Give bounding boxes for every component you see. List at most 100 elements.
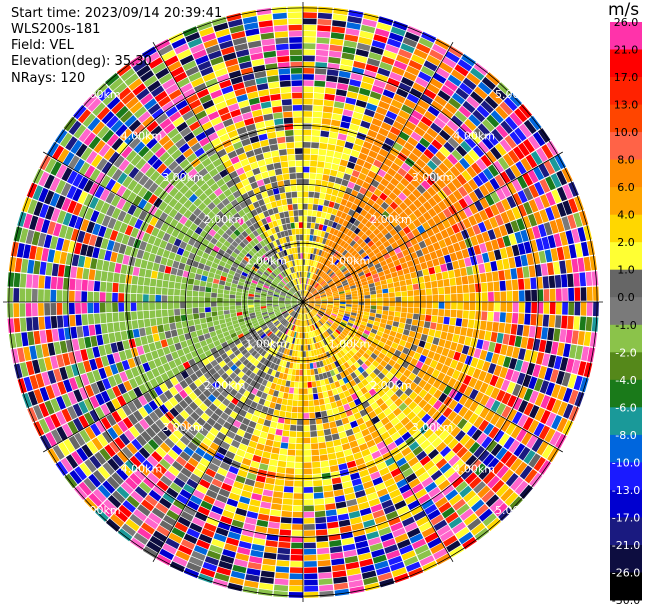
velocity-gate (462, 182, 473, 194)
velocity-gate (374, 406, 383, 416)
velocity-gate (156, 480, 169, 492)
velocity-gate (237, 469, 248, 478)
velocity-gate (316, 314, 321, 319)
velocity-gate (15, 332, 23, 348)
velocity-gate (370, 471, 381, 480)
velocity-gate (472, 109, 486, 123)
velocity-gate (155, 419, 166, 430)
velocity-gate (480, 320, 487, 331)
velocity-gate (264, 483, 274, 491)
velocity-gate (129, 378, 138, 389)
velocity-gate (462, 218, 472, 229)
velocity-gate (466, 226, 476, 238)
velocity-gate (451, 294, 457, 302)
velocity-gate (404, 421, 415, 431)
velocity-gate (53, 250, 62, 264)
velocity-gate (208, 228, 217, 237)
velocity-gate (365, 326, 372, 332)
velocity-gate (362, 18, 377, 28)
velocity-gate (517, 243, 526, 255)
velocity-gate (451, 178, 462, 189)
velocity-gate (202, 358, 210, 366)
velocity-gate (492, 160, 504, 174)
velocity-gate (289, 573, 303, 580)
velocity-gate (216, 494, 228, 504)
velocity-gate (112, 454, 124, 467)
velocity-gate (73, 158, 85, 173)
velocity-gate (313, 198, 319, 205)
velocity-gate (177, 231, 185, 241)
velocity-gate (524, 313, 531, 325)
velocity-gate (285, 298, 291, 301)
velocity-gate (497, 82, 512, 96)
velocity-gate (117, 210, 127, 222)
velocity-gate (318, 263, 323, 269)
velocity-gate (289, 349, 293, 356)
velocity-gate (325, 239, 331, 246)
velocity-gate (516, 372, 526, 385)
velocity-gate (223, 436, 233, 445)
velocity-gate (518, 348, 526, 361)
velocity-gate (454, 326, 461, 335)
velocity-gate (149, 302, 155, 310)
velocity-gate (369, 371, 377, 380)
velocity-gate (210, 412, 220, 422)
velocity-gate (464, 118, 477, 131)
velocity-gate (254, 304, 260, 308)
velocity-gate (303, 185, 309, 191)
velocity-gate (368, 150, 378, 159)
velocity-gate (360, 336, 367, 342)
velocity-gate (387, 167, 397, 177)
velocity-gate (314, 295, 320, 299)
velocity-gate (351, 170, 360, 178)
velocity-gate (315, 329, 320, 336)
velocity-gate (60, 457, 74, 473)
velocity-gate (308, 303, 315, 306)
velocity-gate (199, 286, 206, 292)
velocity-gate (41, 248, 49, 262)
velocity-gate (358, 258, 365, 265)
velocity-gate (233, 275, 240, 281)
velocity-gate (440, 229, 449, 239)
velocity-gate (250, 549, 264, 558)
velocity-gate (377, 183, 386, 192)
velocity-gate (263, 366, 270, 373)
velocity-gate (406, 411, 417, 421)
velocity-gate (534, 181, 545, 196)
velocity-gate (314, 275, 318, 281)
velocity-gate (398, 192, 407, 202)
velocity-gate (174, 342, 182, 351)
velocity-gate (363, 329, 371, 336)
velocity-gate (557, 342, 565, 356)
velocity-gate (98, 345, 107, 357)
velocity-gate (330, 264, 336, 270)
velocity-gate (100, 175, 111, 188)
velocity-gate (278, 541, 291, 549)
velocity-gate (308, 303, 315, 307)
velocity-gate (313, 248, 317, 255)
velocity-gate (314, 405, 321, 412)
velocity-gate (295, 456, 303, 462)
velocity-gate (428, 486, 441, 498)
velocity-gate (70, 228, 80, 242)
velocity-gate (283, 392, 289, 399)
velocity-gate (39, 203, 49, 218)
velocity-gate (286, 461, 295, 468)
velocity-gate (536, 441, 549, 456)
velocity-gate (469, 400, 479, 412)
velocity-gate (31, 303, 38, 317)
velocity-gate (252, 367, 260, 374)
velocity-gate (303, 160, 310, 167)
velocity-gate (330, 38, 344, 46)
velocity-gate (303, 388, 308, 394)
velocity-gate (350, 314, 357, 319)
velocity-gate (438, 294, 445, 302)
velocity-gate (332, 483, 343, 491)
velocity-gate (288, 393, 294, 400)
velocity-gate (124, 302, 131, 312)
velocity-gate (312, 467, 321, 474)
velocity-gate (580, 287, 587, 301)
velocity-gate (286, 329, 291, 336)
velocity-gate (514, 461, 528, 476)
velocity-gate (311, 356, 316, 363)
